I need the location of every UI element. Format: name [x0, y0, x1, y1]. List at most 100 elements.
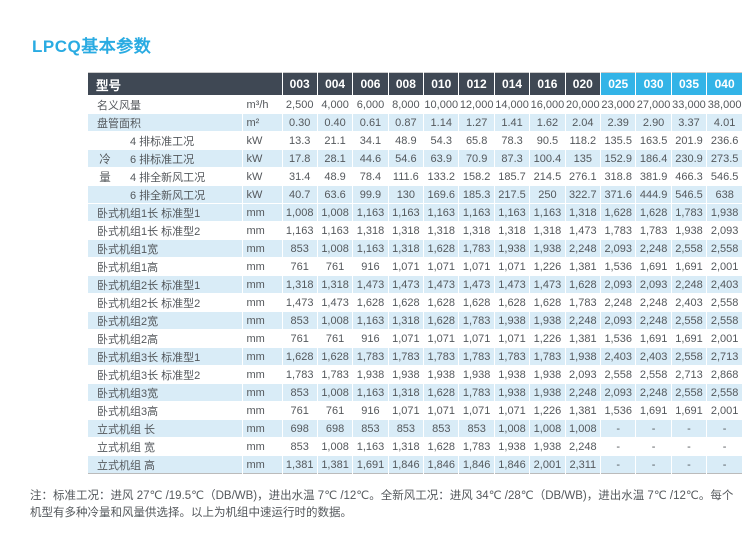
value-cell: 1,008 — [316, 383, 353, 402]
value-cell: 1,691 — [670, 401, 707, 420]
value-cell: 63.6 — [316, 185, 353, 204]
value-cell: 371.6 — [600, 185, 636, 204]
value-cell: 230.9 — [670, 149, 707, 168]
value-cell: 135.5 — [600, 131, 636, 150]
value-cell: 1,008 — [316, 239, 353, 258]
value-cell: - — [706, 455, 743, 474]
value-cell: 23,000 — [600, 95, 636, 114]
value-cell: 1,536 — [600, 329, 636, 348]
row-label: 立式机组 长 — [88, 419, 242, 438]
table-row: 卧式机组3宽 mm 853 1,008 1,163 1,318 1,628 1,783 1,93… — [88, 383, 743, 402]
value-cell: 2,248 — [600, 293, 636, 312]
row-label: 卧式机组3宽 — [88, 383, 242, 402]
value-cell: 1,381 — [281, 455, 318, 474]
value-cell: 4,000 — [316, 95, 353, 114]
value-cell: 1,628 — [423, 437, 459, 456]
header-cell-040: 040 — [706, 72, 743, 96]
value-cell: 2,403 — [635, 347, 672, 366]
value-cell: 48.9 — [387, 131, 424, 150]
value-cell: 2,403 — [600, 347, 636, 366]
value-cell: 2,500 — [281, 95, 318, 114]
value-cell: 916 — [352, 329, 389, 348]
value-cell: 1,473 — [458, 275, 495, 294]
row-label: 卧式机组3长 标准型2 — [88, 365, 242, 384]
value-cell: 2,093 — [600, 239, 636, 258]
value-cell: 1.27 — [458, 113, 495, 132]
value-cell: 1,628 — [529, 293, 566, 312]
value-cell: 916 — [352, 257, 389, 276]
header-cell-004: 004 — [316, 72, 353, 96]
value-cell: 1,938 — [529, 437, 566, 456]
value-cell: 1,071 — [387, 257, 424, 276]
value-cell: 1,628 — [493, 293, 530, 312]
value-cell: 3.37 — [670, 113, 707, 132]
value-cell: 1,318 — [458, 221, 495, 240]
value-cell: 1,226 — [529, 257, 566, 276]
value-cell: 1,783 — [493, 347, 530, 366]
value-cell: 2,713 — [670, 365, 707, 384]
value-cell: 1,628 — [281, 347, 318, 366]
value-cell: 21.1 — [316, 131, 353, 150]
value-cell: 2,868 — [706, 365, 743, 384]
value-cell: 17.8 — [281, 149, 318, 168]
value-cell: 1,008 — [529, 419, 566, 438]
value-cell: 2,248 — [635, 293, 672, 312]
value-cell: - — [635, 437, 672, 456]
value-cell: 698 — [316, 419, 353, 438]
spec-table: 型号 003 004 006 008 010 012 014 016 020 025 030 035 04… — [88, 72, 743, 474]
value-cell: 2,248 — [564, 311, 601, 330]
value-cell: 1,008 — [316, 311, 353, 330]
value-cell: - — [670, 419, 707, 438]
capacity-group-char-cell — [88, 131, 122, 150]
value-cell: 1,318 — [493, 221, 530, 240]
value-cell: 250 — [529, 185, 566, 204]
row-label: 6 排全新风工况 — [122, 185, 242, 204]
table-row: 立式机组 高 mm 1,381 1,381 1,691 1,846 1,846 1,846 1,… — [88, 455, 743, 474]
value-cell: 2.04 — [564, 113, 601, 132]
value-cell: 546.5 — [670, 185, 707, 204]
value-cell: 1,938 — [529, 311, 566, 330]
value-cell: 111.6 — [387, 167, 424, 186]
value-cell: 0.61 — [352, 113, 389, 132]
value-cell: 78.3 — [493, 131, 530, 150]
value-cell: 1,473 — [423, 275, 459, 294]
value-cell: 1,628 — [458, 293, 495, 312]
value-cell: 1,163 — [458, 203, 495, 222]
table-row: 4 排标准工况 kW 13.3 21.1 34.1 48.9 54.3 65.8 78.3 90.… — [88, 131, 743, 150]
row-label: 卧式机组2宽 — [88, 311, 242, 330]
value-cell: 1,536 — [600, 257, 636, 276]
value-cell: 44.6 — [352, 149, 389, 168]
header-cell-025: 025 — [600, 72, 636, 96]
value-cell: 1,938 — [458, 365, 495, 384]
table-row: 立式机组 宽 mm 853 1,008 1,163 1,318 1,628 1,783 1,93… — [88, 437, 743, 456]
row-label: 立式机组 宽 — [88, 437, 242, 456]
value-cell: 1,628 — [423, 239, 459, 258]
capacity-group-char-cell: 量 — [88, 167, 122, 186]
row-label: 卧式机组3长 标准型1 — [88, 347, 242, 366]
header-cell-006: 006 — [352, 72, 389, 96]
table-row: 盘管面积 m² 0.30 0.40 0.61 0.87 1.14 1.27 1.41 1.62 2.… — [88, 113, 743, 132]
value-cell: 1,071 — [493, 257, 530, 276]
value-cell: 1,691 — [670, 329, 707, 348]
value-cell: 4.01 — [706, 113, 743, 132]
value-cell: 2,248 — [635, 383, 672, 402]
value-cell: 12,000 — [458, 95, 495, 114]
value-cell: 1,381 — [316, 455, 353, 474]
value-cell: 169.6 — [423, 185, 459, 204]
value-cell: 2,248 — [635, 239, 672, 258]
table-row: 卧式机组3高 mm 761 761 916 1,071 1,071 1,071 1,071 1,2… — [88, 401, 743, 420]
value-cell: 1,938 — [423, 365, 459, 384]
value-cell: 1,628 — [387, 293, 424, 312]
value-cell: 2,403 — [670, 293, 707, 312]
header-cell-012: 012 — [458, 72, 495, 96]
header-cell-030: 030 — [635, 72, 672, 96]
unit-cell: mm — [241, 401, 282, 420]
value-cell: 1,071 — [493, 401, 530, 420]
value-cell: - — [600, 419, 636, 438]
value-cell: 87.3 — [493, 149, 530, 168]
value-cell: 133.2 — [423, 167, 459, 186]
value-cell: 276.1 — [564, 167, 601, 186]
value-cell: 2,248 — [670, 275, 707, 294]
table-row: 卧式机组2长 标准型2 mm 1,473 1,473 1,628 1,628 1,628 1,… — [88, 293, 743, 312]
